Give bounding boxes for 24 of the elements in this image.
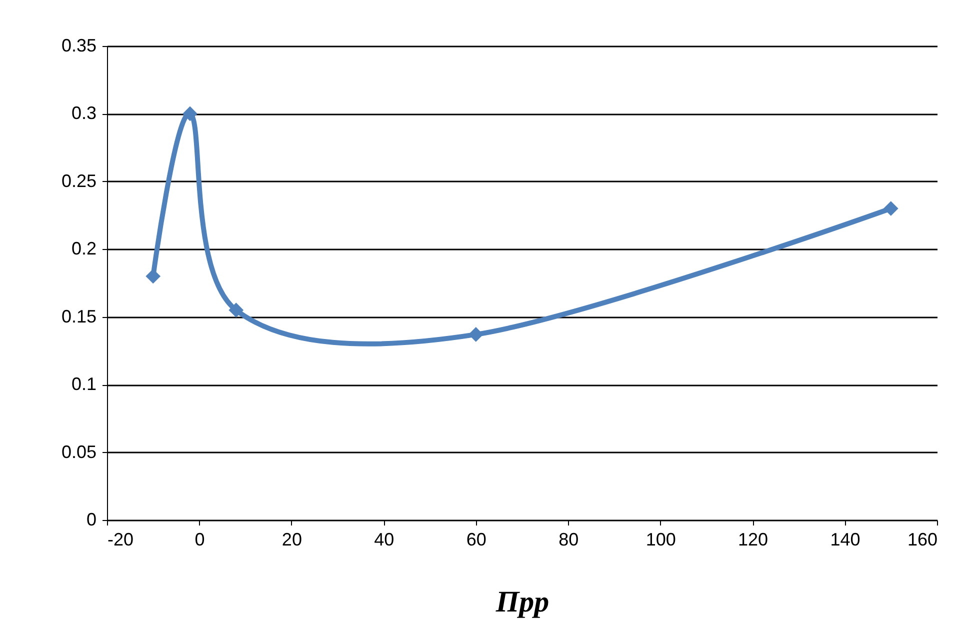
- y-tick-label: 0.1: [71, 374, 96, 394]
- point: [468, 327, 484, 342]
- x-tick-label: 20: [282, 530, 302, 550]
- x-tick-label: 0: [194, 530, 205, 550]
- y-tick-label: 0.2: [71, 238, 96, 259]
- point: [146, 268, 161, 284]
- y-tick-label: 0: [86, 510, 96, 530]
- y-tick-label: 0.25: [61, 170, 96, 191]
- y-tick-label: 0.3: [71, 103, 96, 124]
- y-tick-label: 0.15: [61, 306, 96, 326]
- x-axis-title: Прр: [494, 586, 550, 618]
- x-tick-label: -20: [108, 530, 134, 550]
- x-tick-label: 100: [646, 530, 676, 550]
- x-tick-label: 60: [466, 530, 486, 550]
- y-tick-label: 0.35: [61, 36, 96, 56]
- x-tick-label: 40: [374, 530, 394, 550]
- point: [182, 106, 198, 122]
- point: [228, 302, 244, 318]
- x-tick-label: 140: [830, 530, 860, 550]
- point: [883, 201, 898, 216]
- y-tick-label: 0.05: [61, 442, 96, 462]
- x-tick-label: 120: [738, 530, 768, 550]
- x-tick-label: 160: [907, 530, 938, 550]
- x-tick-label: 80: [558, 530, 579, 550]
